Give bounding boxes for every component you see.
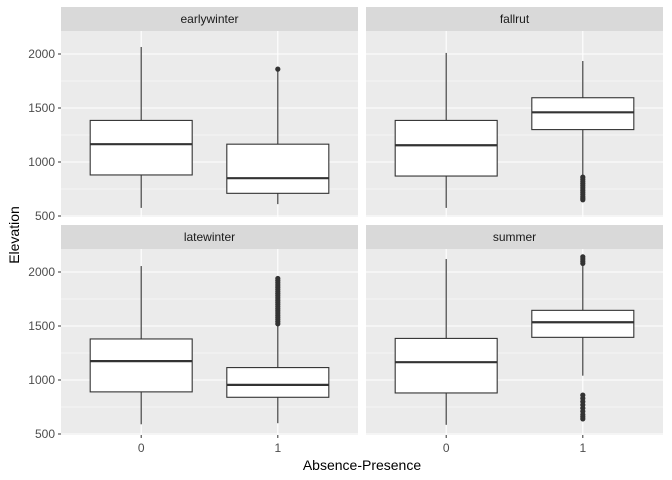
box-summer-1: [531, 254, 635, 422]
box-latewinter-1: [226, 275, 330, 424]
iqr-box: [531, 309, 635, 338]
facet-strip-label: fallrut: [500, 12, 530, 26]
facet-strip: [366, 7, 663, 31]
outlier-point: [275, 66, 281, 72]
y-tick-label: 1000: [28, 155, 55, 169]
y-tick-label: 500: [35, 427, 55, 441]
y-axis-title: Elevation: [6, 206, 22, 264]
y-tick-label: 1500: [28, 319, 55, 333]
x-tick-label: 0: [138, 441, 145, 455]
outlier-point: [275, 275, 281, 282]
y-tick-label: 2000: [28, 265, 55, 279]
iqr-box: [89, 338, 193, 393]
iqr-box: [531, 97, 635, 131]
facet-strip-label: latewinter: [184, 230, 235, 244]
outlier-point: [580, 197, 586, 203]
y-tick-label: 2000: [28, 47, 55, 61]
y-tick-label: 500: [35, 209, 55, 223]
facet-panel-summer: summer 0 1: [366, 225, 663, 455]
facet-strip-label: earlywinter: [180, 12, 238, 26]
facet-strip: [61, 225, 358, 249]
outlier-point: [580, 416, 586, 422]
iqr-box: [226, 143, 330, 194]
x-tick-label: 1: [579, 441, 586, 455]
box-latewinter-0: [89, 266, 193, 425]
facet-panel-latewinter: latewinter 500 1000 1500 2000 0 1: [28, 225, 358, 455]
iqr-box: [226, 367, 330, 398]
facet-strip: [61, 7, 358, 31]
iqr-box: [394, 119, 498, 177]
box-earlywinter-0: [89, 46, 193, 208]
y-tick-label: 1500: [28, 101, 55, 115]
box-fallrut-0: [394, 52, 498, 208]
facet-panel-earlywinter: earlywinter 500 1000 1500 2000: [28, 7, 358, 223]
iqr-box: [394, 337, 498, 394]
x-tick-label: 0: [443, 441, 450, 455]
x-axis-title: Absence-Presence: [303, 457, 422, 473]
facet-strip-label: summer: [493, 230, 536, 244]
box-summer-0: [394, 259, 498, 425]
outlier-point: [580, 254, 586, 260]
x-tick-label: 1: [274, 441, 281, 455]
iqr-box: [89, 119, 193, 176]
facet-strip: [366, 225, 663, 249]
facet-panel-fallrut: fallrut: [366, 7, 663, 217]
y-tick-label: 1000: [28, 373, 55, 387]
box-fallrut-1: [531, 61, 635, 203]
box-earlywinter-1: [226, 66, 330, 205]
